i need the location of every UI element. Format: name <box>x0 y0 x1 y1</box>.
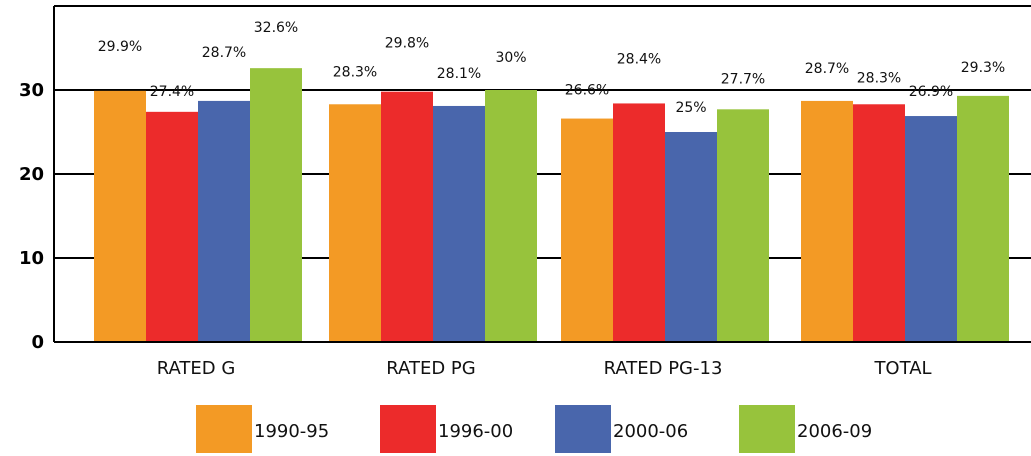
bar-1990-95-rated-g <box>94 90 146 342</box>
legend-swatch-1996-00 <box>380 405 436 453</box>
bar-1990-95-total <box>801 100 853 342</box>
axes <box>53 5 1031 343</box>
data-label: 26.6% <box>565 83 609 99</box>
data-label: 28.1% <box>437 66 481 82</box>
data-label: 29.3% <box>961 60 1005 76</box>
x-category-label: TOTAL <box>873 358 931 379</box>
bar-2006-09-total <box>957 95 1009 342</box>
legend-swatch-2000-06 <box>555 405 611 453</box>
data-label: 27.4% <box>150 84 194 100</box>
data-label: 28.7% <box>202 45 246 61</box>
bar-1990-95-rated-pg <box>329 104 381 342</box>
bar-2000-06-total <box>905 116 957 342</box>
data-label: 28.4% <box>617 51 661 67</box>
legend: 1990-95 1996-00 2000-06 2006-09 <box>196 405 872 453</box>
data-label: 28.7% <box>805 61 849 77</box>
data-label: 29.9% <box>98 39 142 55</box>
x-category-label: RATED G <box>157 358 236 379</box>
bars <box>94 68 1009 343</box>
x-category-labels: RATED G RATED PG RATED PG-13 TOTAL <box>157 358 932 379</box>
bar-2006-09-rated-pg <box>485 90 537 342</box>
bar-2006-09-rated-pg-13 <box>717 109 769 342</box>
x-category-label: RATED PG-13 <box>604 358 723 379</box>
data-label: 29.8% <box>385 36 429 52</box>
legend-label: 1996-00 <box>438 421 513 442</box>
bar-1996-00-rated-g <box>146 111 198 342</box>
bar-1990-95-rated-pg-13 <box>561 118 613 342</box>
bar-2006-09-rated-g <box>250 68 302 342</box>
legend-label: 2006-09 <box>797 421 872 442</box>
data-labels: 29.9% 27.4% 28.7% 32.6% 28.3% 29.8% 28.1% 30% 26… <box>98 20 1005 116</box>
legend-swatch-2006-09 <box>739 405 795 453</box>
bar-2000-06-rated-pg-13 <box>665 132 717 342</box>
bar-2000-06-rated-pg <box>433 105 485 343</box>
data-label: 32.6% <box>254 20 298 36</box>
y-tick-label: 10 <box>19 248 44 269</box>
y-tick-labels: 0 10 20 30 <box>19 80 44 353</box>
data-label: 27.7% <box>721 71 765 87</box>
y-tick-label: 30 <box>19 80 44 101</box>
bar-1996-00-total <box>853 104 905 342</box>
bar-2000-06-rated-g <box>198 100 250 342</box>
bar-1996-00-rated-pg-13 <box>613 103 665 342</box>
x-category-label: RATED PG <box>386 358 475 379</box>
data-label: 28.3% <box>857 70 901 86</box>
legend-label: 1990-95 <box>254 421 329 442</box>
data-label: 26.9% <box>909 84 953 100</box>
legend-label: 2000-06 <box>613 421 688 442</box>
data-label: 30% <box>495 50 526 66</box>
legend-swatch-1990-95 <box>196 405 252 453</box>
y-tick-label: 20 <box>19 164 44 185</box>
data-label: 28.3% <box>333 64 377 80</box>
y-tick-label: 0 <box>31 332 44 353</box>
data-label: 25% <box>675 100 706 116</box>
bar-1996-00-rated-pg <box>381 91 433 343</box>
